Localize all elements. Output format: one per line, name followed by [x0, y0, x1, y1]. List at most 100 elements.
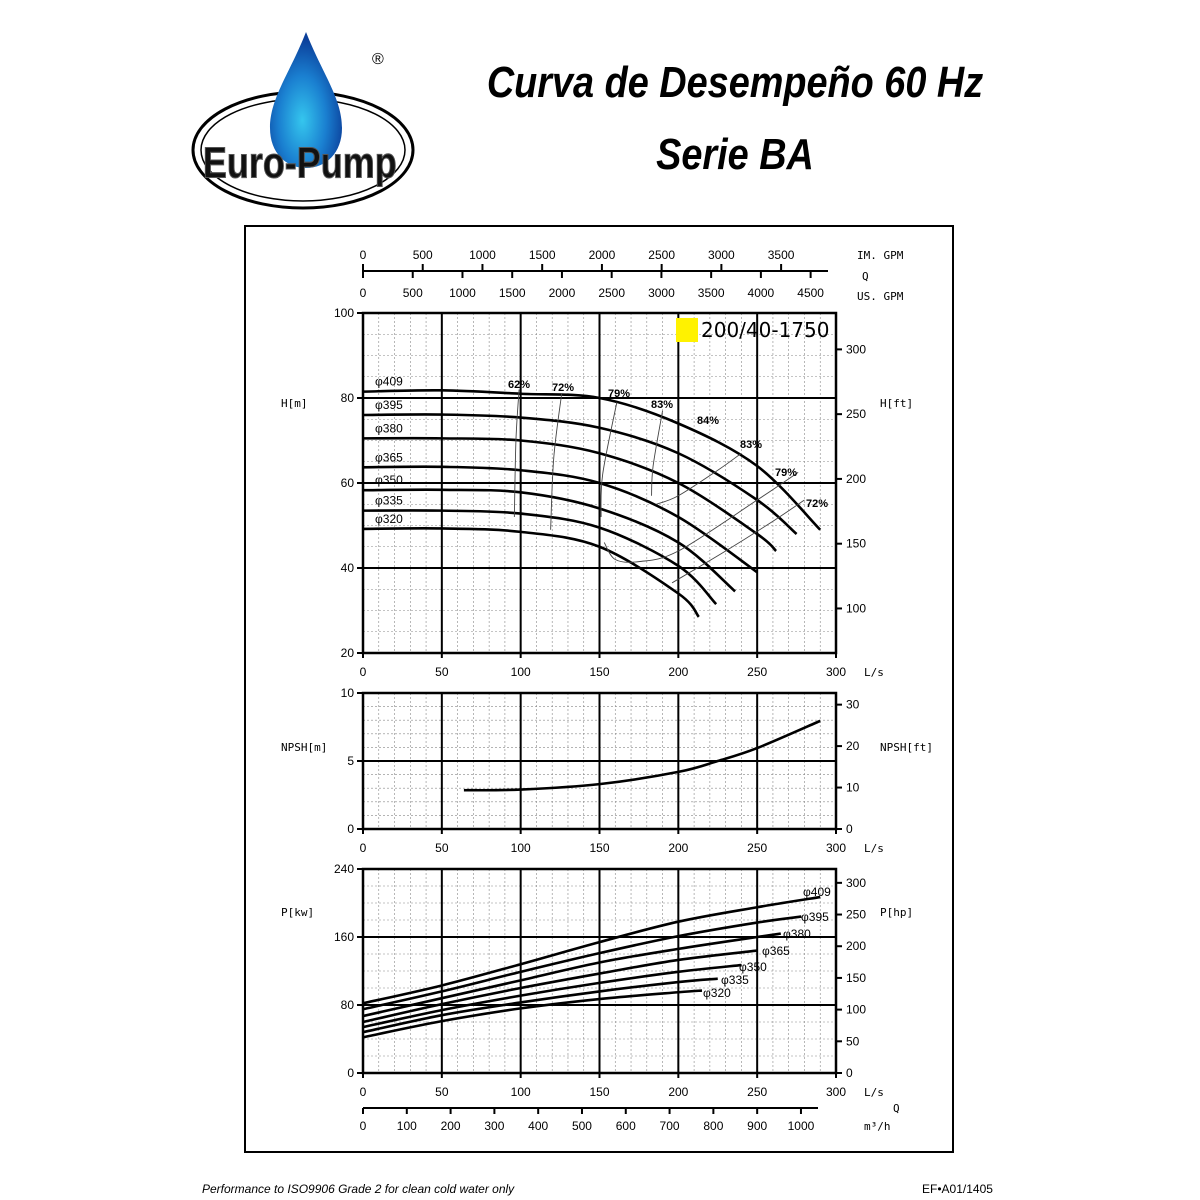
logo-text: Euro-Pump — [203, 138, 397, 187]
svg-text:300: 300 — [484, 1119, 504, 1133]
svg-text:10: 10 — [341, 686, 355, 700]
svg-text:200: 200 — [668, 665, 688, 679]
svg-text:200: 200 — [846, 939, 866, 953]
curve-φ409 — [362, 388, 822, 531]
curve-φ320 — [362, 989, 703, 1039]
svg-text:P[kw]: P[kw] — [281, 906, 314, 919]
water-drop-icon — [270, 32, 342, 168]
svg-text:φ365: φ365 — [762, 944, 790, 958]
svg-text:150: 150 — [589, 841, 609, 855]
svg-text:300: 300 — [846, 342, 866, 356]
svg-text:300: 300 — [826, 1085, 846, 1099]
svg-text:0: 0 — [360, 248, 367, 262]
svg-text:1000: 1000 — [788, 1119, 815, 1133]
model-label: 200/40-1750 — [701, 318, 830, 342]
svg-text:700: 700 — [660, 1119, 680, 1133]
svg-text:80: 80 — [341, 998, 355, 1012]
svg-text:φ365: φ365 — [375, 450, 403, 464]
svg-text:800: 800 — [703, 1119, 723, 1133]
svg-text:250: 250 — [846, 407, 866, 421]
svg-text:600: 600 — [616, 1119, 636, 1133]
svg-text:150: 150 — [589, 1085, 609, 1099]
svg-text:0: 0 — [347, 822, 354, 836]
svg-text:240: 240 — [334, 862, 354, 876]
svg-text:900: 900 — [747, 1119, 767, 1133]
svg-text:2500: 2500 — [598, 286, 625, 300]
svg-text:2000: 2000 — [589, 248, 616, 262]
svg-text:84%: 84% — [697, 415, 719, 427]
svg-text:100: 100 — [511, 1085, 531, 1099]
svg-text:3000: 3000 — [708, 248, 735, 262]
curve-φ365 — [362, 949, 758, 1024]
curve-φ409 — [362, 895, 821, 1005]
svg-text:φ320: φ320 — [703, 986, 731, 1000]
svg-text:0: 0 — [360, 286, 367, 300]
svg-text:0: 0 — [360, 1085, 367, 1099]
svg-text:40: 40 — [341, 561, 355, 575]
svg-text:150: 150 — [589, 665, 609, 679]
svg-text:3500: 3500 — [698, 286, 725, 300]
model-color-swatch — [676, 318, 698, 342]
svg-text:250: 250 — [747, 665, 767, 679]
svg-text:3500: 3500 — [768, 248, 795, 262]
svg-text:500: 500 — [572, 1119, 592, 1133]
curve-φ350 — [362, 963, 742, 1029]
svg-text:200: 200 — [668, 1085, 688, 1099]
svg-text:100: 100 — [846, 601, 866, 615]
svg-text:φ395: φ395 — [375, 398, 403, 412]
svg-text:100: 100 — [397, 1119, 417, 1133]
svg-text:79%: 79% — [775, 467, 797, 479]
svg-text:250: 250 — [747, 1085, 767, 1099]
curve-φ335 — [362, 977, 718, 1034]
svg-text:300: 300 — [826, 665, 846, 679]
svg-text:0: 0 — [360, 665, 367, 679]
svg-text:5: 5 — [347, 754, 354, 768]
svg-text:60: 60 — [341, 476, 355, 490]
curve-φ395 — [362, 413, 798, 535]
svg-text:4500: 4500 — [797, 286, 824, 300]
curve-φ380 — [362, 932, 782, 1018]
svg-text:L/s: L/s — [864, 666, 884, 679]
svg-text:Q: Q — [893, 1102, 900, 1115]
euro-pump-logo: Euro-Pump ® — [190, 28, 420, 213]
footer-code: EF•A01/1405 — [922, 1182, 993, 1196]
svg-text:20: 20 — [846, 739, 860, 753]
svg-text:50: 50 — [435, 665, 449, 679]
curve-φ395 — [362, 915, 802, 1011]
curves-layer — [362, 388, 822, 1039]
svg-text:2000: 2000 — [549, 286, 576, 300]
svg-text:φ395: φ395 — [801, 910, 829, 924]
svg-text:50: 50 — [435, 1085, 449, 1099]
curve-NPSHr — [463, 719, 821, 792]
svg-text:200: 200 — [441, 1119, 461, 1133]
svg-text:50: 50 — [435, 841, 449, 855]
registered-mark: ® — [372, 51, 384, 68]
svg-text:1000: 1000 — [469, 248, 496, 262]
svg-text:100: 100 — [511, 665, 531, 679]
curve-φ335 — [362, 509, 718, 606]
svg-text:200: 200 — [846, 472, 866, 486]
svg-text:150: 150 — [846, 971, 866, 985]
svg-text:4000: 4000 — [748, 286, 775, 300]
svg-text:80: 80 — [341, 391, 355, 405]
svg-text:L/s: L/s — [864, 842, 884, 855]
svg-text:P[hp]: P[hp] — [880, 906, 913, 919]
svg-text:83%: 83% — [740, 439, 762, 451]
svg-text:0: 0 — [846, 822, 853, 836]
curve-φ380 — [362, 436, 778, 552]
svg-text:φ409: φ409 — [375, 375, 403, 389]
svg-text:30: 30 — [846, 698, 860, 712]
svg-text:72%: 72% — [806, 498, 828, 510]
svg-text:500: 500 — [413, 248, 433, 262]
svg-text:φ380: φ380 — [783, 927, 811, 941]
svg-text:3000: 3000 — [648, 286, 675, 300]
svg-text:0: 0 — [846, 1066, 853, 1080]
curve-φ365 — [362, 465, 758, 574]
svg-text:φ335: φ335 — [375, 494, 403, 508]
svg-text:100: 100 — [334, 306, 354, 320]
curve-φ350 — [362, 488, 736, 593]
svg-text:NPSH[ft]: NPSH[ft] — [880, 741, 933, 754]
svg-text:10: 10 — [846, 781, 860, 795]
